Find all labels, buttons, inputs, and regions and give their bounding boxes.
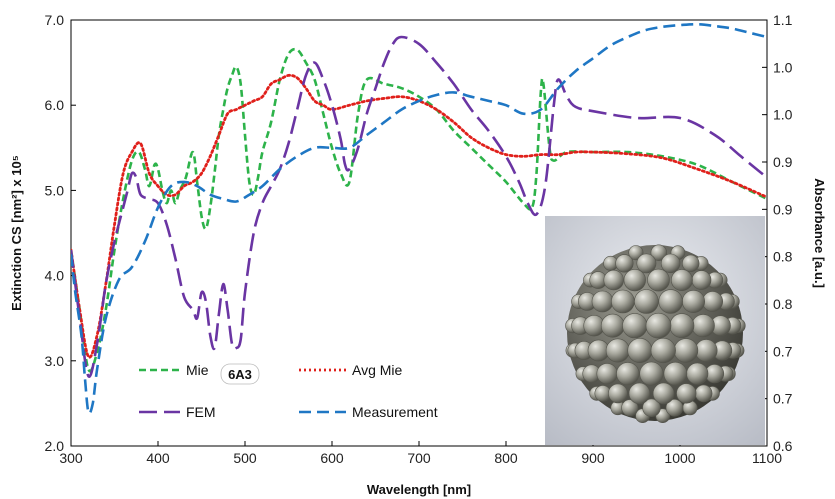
y-right-tick-label: 1.0 <box>773 107 793 123</box>
x-tick-label: 1100 <box>752 450 782 466</box>
sphere-bump <box>647 268 670 292</box>
badge-label: 6A3 <box>228 367 252 382</box>
y-right-tick-label: 0.9 <box>773 201 793 217</box>
legend: Mie Avg Mie FEM Measurement <box>139 362 438 420</box>
sphere-bump <box>658 289 683 314</box>
sphere-bump <box>669 313 695 339</box>
sphere-bump <box>596 363 618 385</box>
sphere-bump <box>616 362 640 386</box>
inset-badge: 6A3 <box>220 363 260 385</box>
x-tick-label: 1000 <box>664 450 695 466</box>
series-layer <box>71 22 767 415</box>
y-axis-left: 2.0 3.0 4.0 5.0 6.0 7.0 <box>45 12 76 454</box>
sphere-bump <box>622 313 648 339</box>
sphere-bump <box>673 338 699 363</box>
sphere-bump <box>615 254 634 273</box>
x-tick-label: 400 <box>146 450 170 466</box>
sphere-bump <box>600 313 625 338</box>
y-right-tick-label: 0.8 <box>773 249 793 265</box>
badge-box <box>220 363 260 385</box>
y-right-tick-label: 0.6 <box>773 438 793 454</box>
sphere-bump <box>665 398 684 417</box>
sphere-bump <box>645 312 672 339</box>
y-left-tick-label: 4.0 <box>45 268 65 284</box>
sphere-bump <box>634 289 659 314</box>
y-left-tick-label: 5.0 <box>45 182 65 198</box>
sphere-bump <box>676 383 697 404</box>
sphere-bump <box>608 383 628 404</box>
y-right-tick-label: 0.7 <box>773 343 793 359</box>
series-line-avg-mie <box>71 73 767 359</box>
series-line-measurement <box>71 22 767 415</box>
y-left-tick-label: 6.0 <box>45 97 65 113</box>
sphere-bump <box>691 270 712 290</box>
sphere-bump <box>628 382 651 405</box>
sphere-bump <box>639 361 664 386</box>
y-axis-left-title: Extinction CS [nm²] x 10⁵ <box>9 155 24 311</box>
y-left-tick-label: 2.0 <box>45 438 65 454</box>
nanoparticle-bumps <box>565 244 746 424</box>
x-tick-label: 900 <box>581 450 605 466</box>
y-left-tick-label: 3.0 <box>45 353 65 369</box>
y-left-tick-label: 7.0 <box>45 12 65 28</box>
x-tick-label: 800 <box>494 450 518 466</box>
sphere-bump <box>702 291 724 312</box>
sphere-bump <box>691 314 715 338</box>
inset-image <box>545 216 765 445</box>
y-right-tick-label: 1.1 <box>773 12 793 28</box>
y-right-tick-label: 1.0 <box>773 59 793 75</box>
y-right-tick-label: 0.7 <box>773 391 793 407</box>
series-line-fem <box>71 35 767 378</box>
sphere-bump <box>671 269 693 292</box>
x-axis-title: Wavelength [nm] <box>367 482 471 497</box>
sphere-bump <box>642 398 661 417</box>
sphere-bump <box>605 338 630 363</box>
sphere-bump <box>660 253 681 274</box>
y-axis-right-title: Absorbance [a.u.] <box>812 178 827 288</box>
sphere-bump <box>623 269 646 292</box>
x-tick-label: 600 <box>320 450 344 466</box>
sphere-bump <box>663 361 688 386</box>
y-right-tick-label: 0.8 <box>773 296 793 312</box>
sphere-bump <box>591 290 614 313</box>
x-tick-label: 300 <box>59 450 83 466</box>
legend-label-measurement: Measurement <box>352 404 438 420</box>
sphere-bump <box>627 337 653 363</box>
series-line-mie <box>71 47 767 373</box>
sphere-bump <box>628 245 644 261</box>
sphere-bump <box>650 337 676 364</box>
sphere-bump <box>611 289 635 314</box>
legend-label-fem: FEM <box>186 404 216 420</box>
x-tick-label: 700 <box>407 450 431 466</box>
x-tick-label: 500 <box>233 450 257 466</box>
sphere-bump <box>621 399 639 417</box>
sphere-bump <box>694 384 713 403</box>
sphere-bump <box>694 339 718 362</box>
y-axis-right: 0.6 0.7 0.7 0.8 0.8 0.9 0.9 1.0 1.0 1.1 <box>762 12 793 454</box>
legend-label-mie: Mie <box>186 362 209 378</box>
y-right-tick-label: 0.9 <box>773 154 793 170</box>
sphere-bump <box>603 269 624 291</box>
sphere-bump <box>681 254 700 273</box>
legend-label-avg-mie: Avg Mie <box>352 362 403 378</box>
sphere-bump <box>686 362 709 385</box>
x-axis: 300 400 500 600 700 800 900 1000 1100 <box>59 441 782 466</box>
sphere-bump <box>636 253 657 274</box>
sphere-bump <box>681 289 705 313</box>
sphere-bump <box>650 244 667 261</box>
sphere-bump <box>652 382 675 405</box>
